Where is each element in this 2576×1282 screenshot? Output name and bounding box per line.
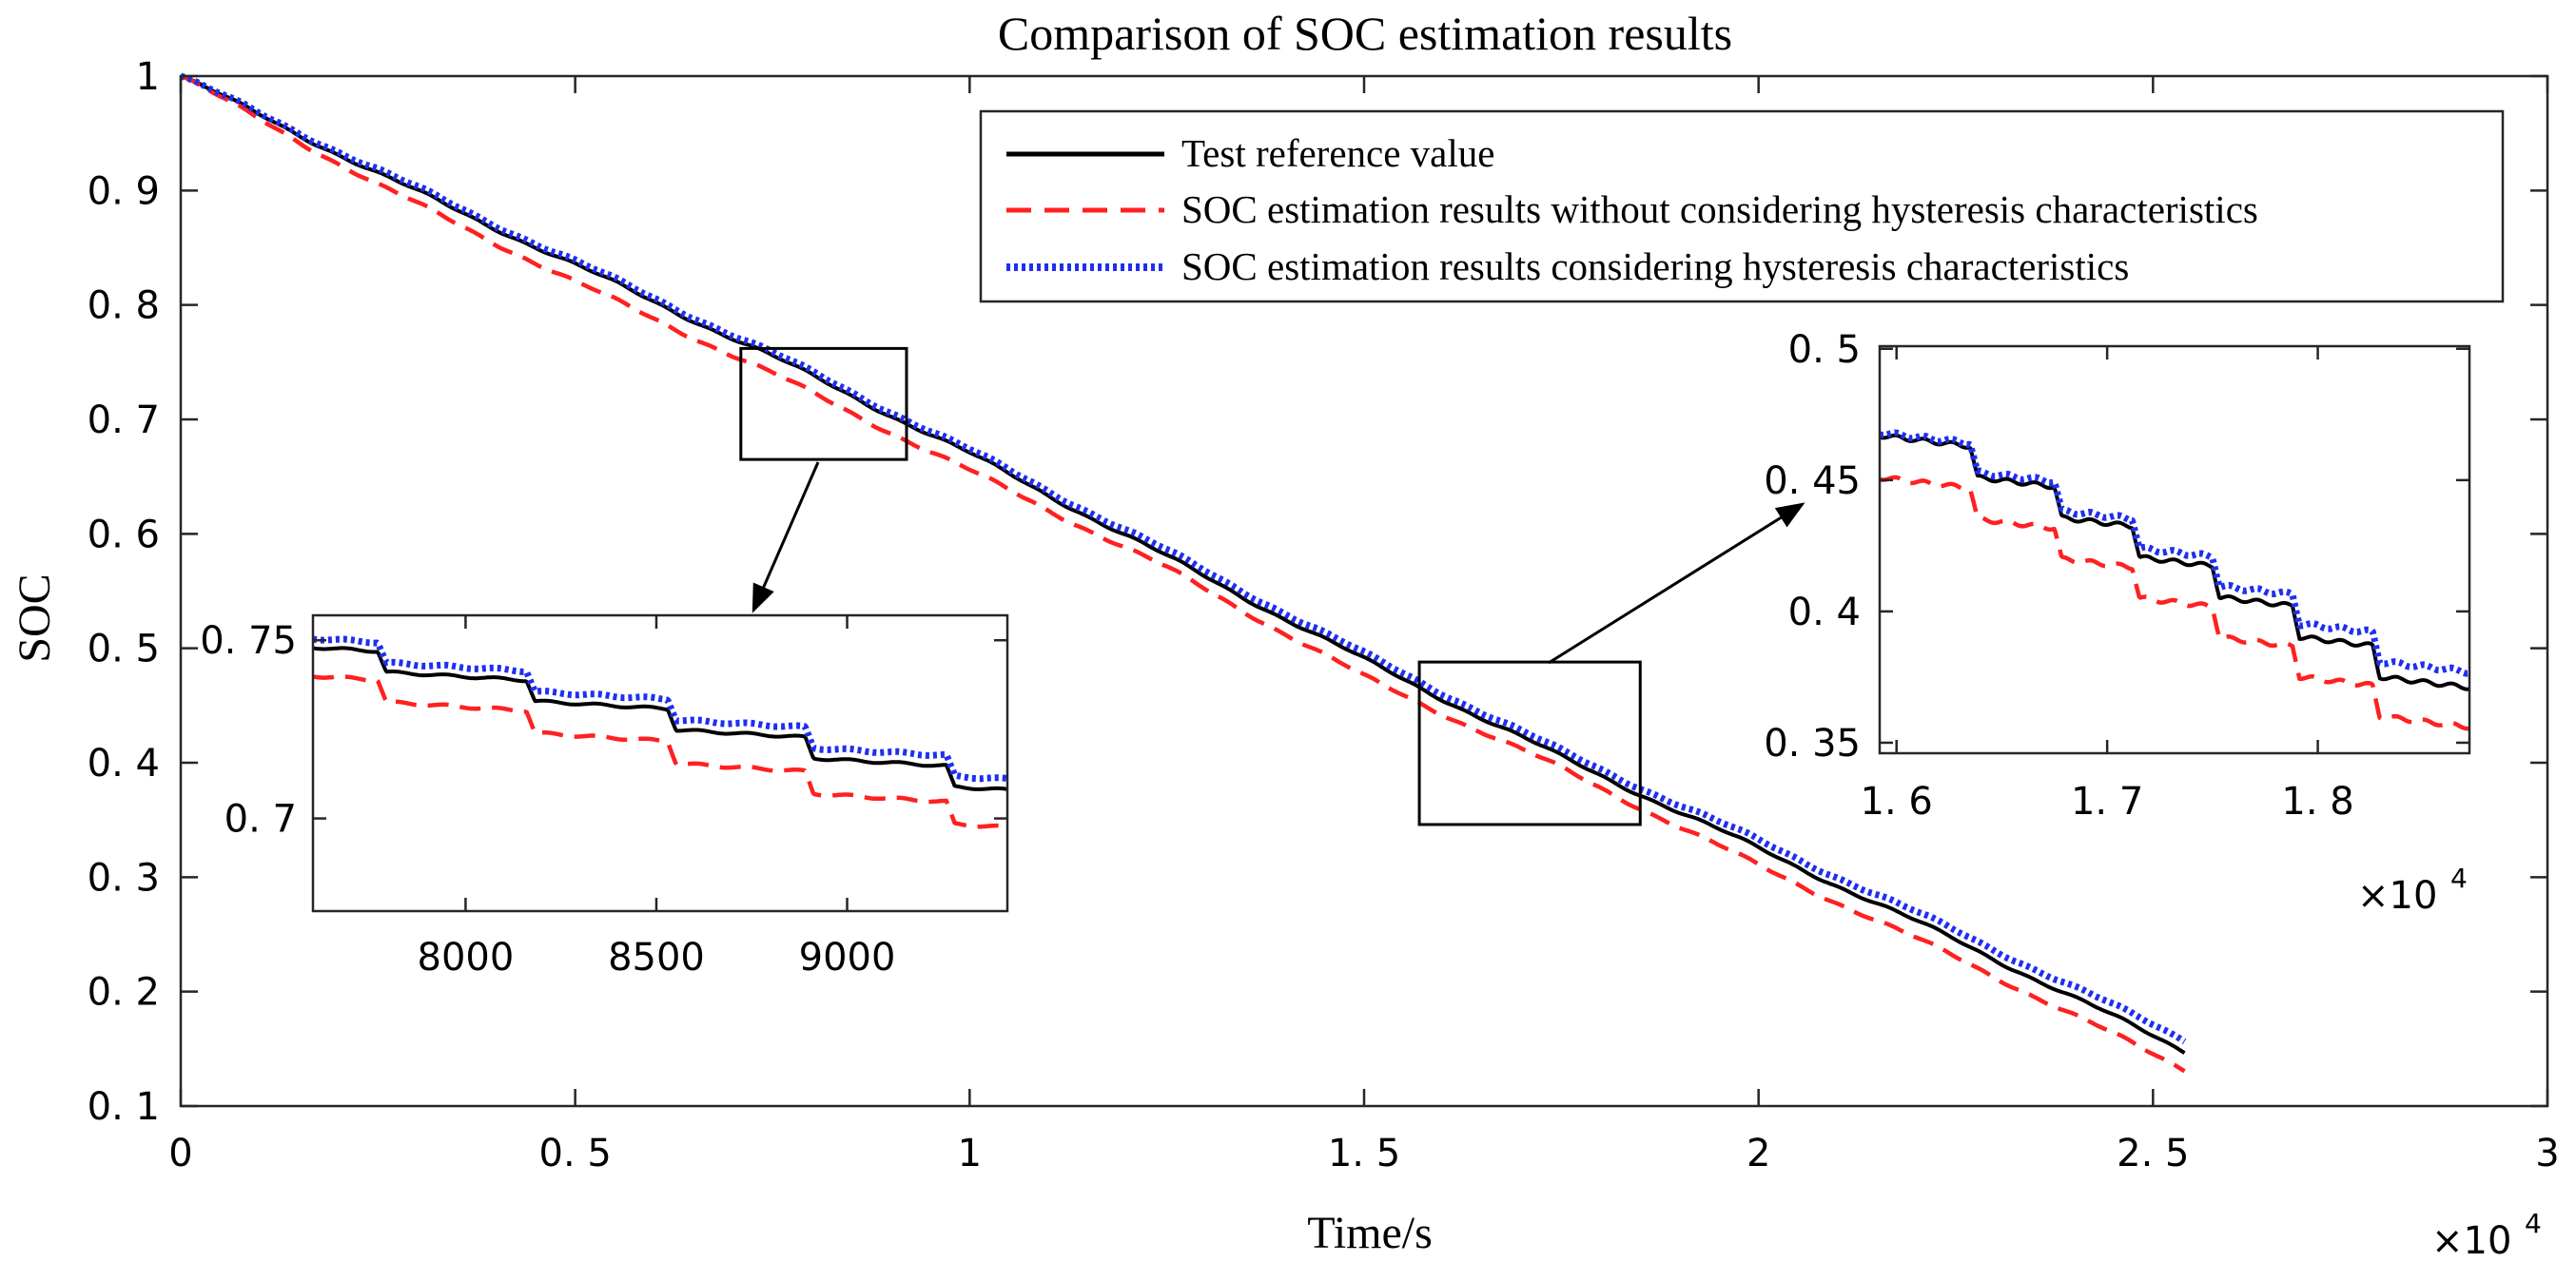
zoom-arrow-right [1548, 502, 1805, 665]
x-tick-label: 1 [958, 1132, 982, 1175]
x-tick-label: 2 [1747, 1132, 1770, 1175]
inset-left: 8000 8500 9000 0. 7 0. 75 [200, 613, 1009, 980]
inset-x-tick-label: 1. 8 [2281, 780, 2353, 824]
x-exponent-base: ×10 [2431, 1219, 2511, 1263]
inset-right-exponent-power: 4 [2450, 863, 2468, 894]
legend: Test reference value SOC estimation resu… [979, 109, 2505, 303]
inset-right-x-exponent: ×10 4 [2357, 863, 2468, 918]
inset-y-tick-label: 0. 4 [1788, 591, 1861, 634]
x-tick-label: 3 [2535, 1132, 2559, 1175]
inset-x-tick-label: 9000 [799, 936, 896, 980]
inset-y-tick-label: 0. 35 [1764, 722, 1861, 766]
x-tick-label: 0. 5 [539, 1132, 612, 1175]
y-tick-label: 0. 4 [88, 742, 160, 786]
inset-background [1880, 346, 2469, 753]
y-tick-label: 0. 8 [88, 284, 160, 328]
y-tick-label: 1 [136, 55, 160, 99]
zoom-box-left [739, 346, 908, 461]
inset-x-tick-label: 8500 [608, 936, 705, 980]
inset-series-test-reference [313, 646, 1007, 791]
x-tick-label: 2. 5 [2117, 1132, 2189, 1175]
inset-series-without-hysteresis [1880, 475, 2469, 731]
y-tick-label: 0. 9 [88, 169, 160, 213]
inset-frame [1878, 344, 2471, 755]
inset-series-with-hysteresis [1880, 429, 2469, 677]
y-tick-label: 0. 1 [88, 1085, 160, 1129]
main-axis-ticks: 0 0. 5 1 1. 5 2 2. 5 3 0. 1 0. 2 0. 3 0. 4 0. 5 0. 6… [88, 55, 2560, 1175]
y-tick-label: 0. 6 [88, 513, 160, 556]
legend-label-reference: Test reference value [1181, 131, 1494, 175]
inset-x-tick-label: 1. 7 [2071, 780, 2143, 824]
zoom-boxes [739, 346, 1642, 826]
y-tick-label: 0. 2 [88, 971, 160, 1015]
zoom-arrow-left [751, 461, 820, 613]
x-tick-label: 1. 5 [1328, 1132, 1400, 1175]
inset-series-group [1880, 429, 2469, 731]
inset-y-tick-label: 0. 75 [200, 619, 297, 663]
y-axis-label: SOC [10, 573, 60, 662]
series-test-reference [180, 74, 2186, 1055]
zoom-box-right [1417, 660, 1642, 826]
inset-y-tick-label: 0. 7 [224, 798, 297, 842]
x-tick-label: 0 [168, 1132, 192, 1175]
y-tick-label: 0. 5 [88, 628, 160, 671]
inset-series-with-hysteresis [313, 635, 1007, 783]
legend-label-with-hysteresis: SOC estimation results considering hyste… [1181, 244, 2129, 288]
x-exponent: ×10 4 [2431, 1208, 2542, 1263]
y-tick-label: 0. 3 [88, 856, 160, 900]
inset-x-tick-label: 8000 [418, 936, 515, 980]
inset-right: 1. 6 1. 7 1. 8 0. 35 0. 4 0. 45 0. 5 [1764, 328, 2471, 824]
inset-series-group [313, 635, 1007, 829]
main-series-group [179, 72, 2187, 1074]
main-plot-frame [179, 74, 2549, 1108]
inset-series-without-hysteresis [313, 674, 1007, 829]
x-exponent-power: 4 [2525, 1208, 2542, 1239]
inset-frame [311, 613, 1009, 913]
y-tick-label: 0. 7 [88, 398, 160, 442]
inset-series-test-reference [1880, 433, 2469, 691]
chart-title: Comparison of SOC estimation results [998, 7, 1732, 60]
legend-box [979, 109, 2505, 303]
x-axis-label: Time/s [1307, 1208, 1433, 1258]
inset-y-tick-label: 0. 45 [1764, 459, 1861, 503]
inset-y-tick-label: 0. 5 [1788, 328, 1861, 372]
inset-right-exponent-base: ×10 [2357, 874, 2437, 918]
series-with-hysteresis [179, 72, 2187, 1045]
legend-label-without-hysteresis: SOC estimation results without consideri… [1181, 187, 2258, 231]
inset-x-tick-label: 1. 6 [1861, 780, 1933, 824]
